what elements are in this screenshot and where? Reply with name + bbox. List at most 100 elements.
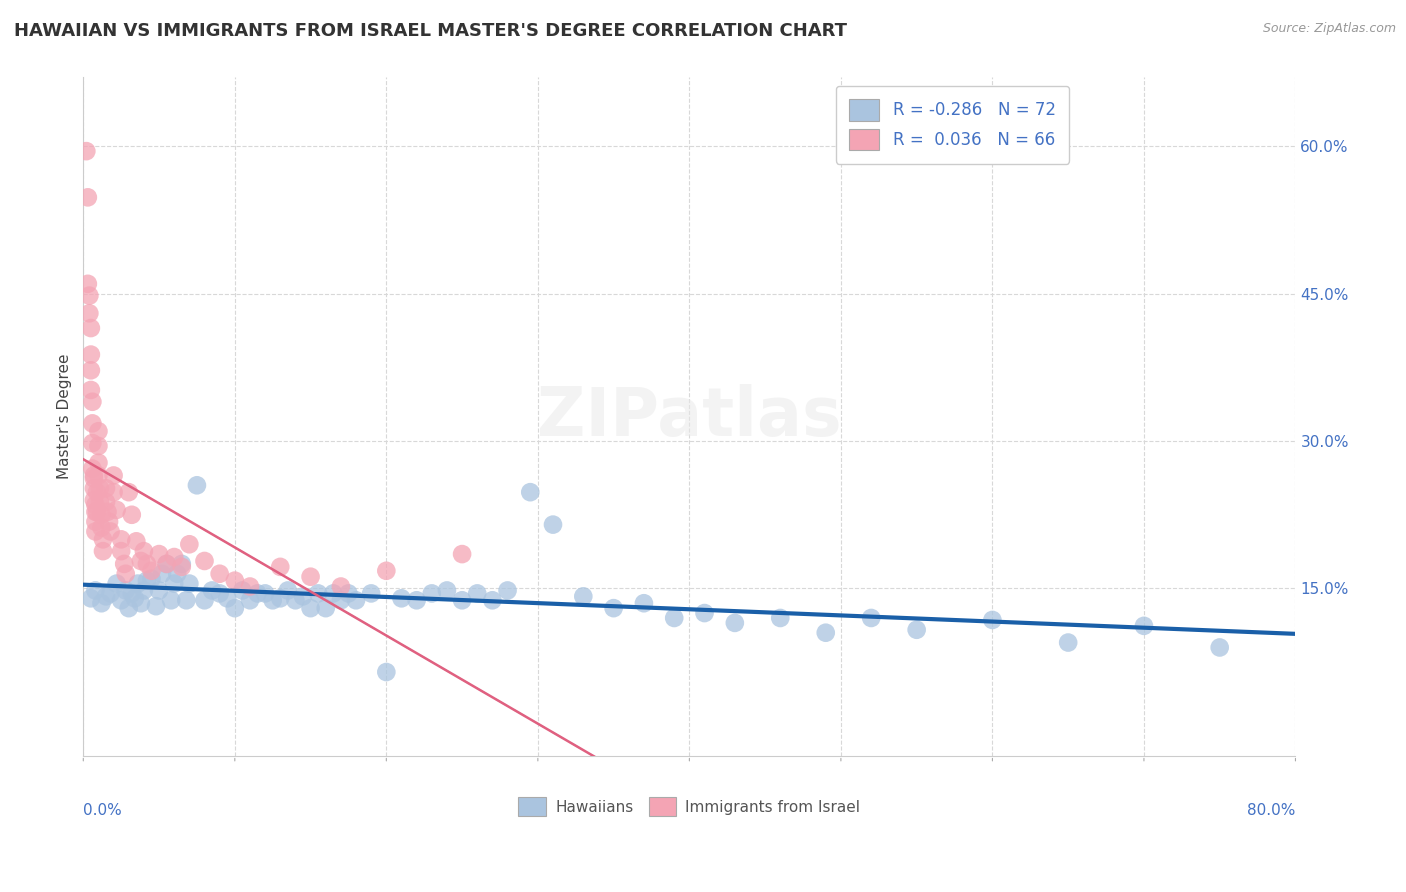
Point xyxy=(329,593,352,607)
Point xyxy=(239,580,262,594)
Point xyxy=(124,591,146,606)
Point xyxy=(118,485,141,500)
Point xyxy=(269,591,291,606)
Point xyxy=(436,583,458,598)
Point xyxy=(83,471,105,485)
Point xyxy=(90,508,112,522)
Point xyxy=(541,517,564,532)
Point xyxy=(110,533,132,547)
Point xyxy=(307,586,329,600)
Point xyxy=(83,493,105,508)
Point xyxy=(141,572,163,586)
Point xyxy=(87,468,110,483)
Point xyxy=(136,574,159,588)
Point xyxy=(83,481,105,495)
Point xyxy=(114,583,136,598)
Point xyxy=(201,583,224,598)
Point xyxy=(664,611,686,625)
Point xyxy=(224,574,246,588)
Point xyxy=(231,583,253,598)
Point xyxy=(91,533,114,547)
Point xyxy=(136,557,159,571)
Point xyxy=(90,520,112,534)
Point xyxy=(269,560,291,574)
Point xyxy=(84,524,107,539)
Point xyxy=(132,583,155,598)
Point xyxy=(344,593,367,607)
Point xyxy=(83,468,105,483)
Point xyxy=(84,498,107,512)
Point xyxy=(86,485,108,500)
Point xyxy=(633,596,655,610)
Point xyxy=(465,586,488,600)
Point xyxy=(82,417,104,431)
Point xyxy=(572,590,595,604)
Point xyxy=(329,580,352,594)
Point xyxy=(86,505,108,519)
Point xyxy=(80,321,103,335)
Y-axis label: Master's Degree: Master's Degree xyxy=(58,354,72,479)
Point xyxy=(84,583,107,598)
Point xyxy=(224,601,246,615)
Point xyxy=(87,456,110,470)
Point xyxy=(176,593,198,607)
Point xyxy=(148,583,170,598)
Point xyxy=(141,564,163,578)
Point xyxy=(127,576,149,591)
Point xyxy=(112,557,135,571)
Point xyxy=(80,348,103,362)
Point xyxy=(193,554,215,568)
Point xyxy=(82,461,104,475)
Point xyxy=(110,544,132,558)
Point xyxy=(420,586,443,600)
Point xyxy=(166,566,188,581)
Point xyxy=(76,277,98,291)
Point xyxy=(79,306,101,320)
Point xyxy=(114,566,136,581)
Point xyxy=(405,593,427,607)
Point xyxy=(118,601,141,615)
Point xyxy=(103,468,125,483)
Point xyxy=(79,288,101,302)
Point xyxy=(375,665,398,679)
Point xyxy=(496,583,519,598)
Point xyxy=(375,564,398,578)
Text: Source: ZipAtlas.com: Source: ZipAtlas.com xyxy=(1263,22,1396,36)
Point xyxy=(208,566,231,581)
Point xyxy=(724,615,747,630)
Point xyxy=(132,544,155,558)
Point xyxy=(80,591,103,606)
Point xyxy=(860,611,883,625)
Point xyxy=(156,557,179,571)
Point xyxy=(814,625,837,640)
Point xyxy=(94,590,117,604)
Point xyxy=(80,383,103,397)
Point xyxy=(322,586,344,600)
Point xyxy=(129,596,152,610)
Point xyxy=(121,586,143,600)
Point xyxy=(186,478,208,492)
Point xyxy=(105,503,128,517)
Point xyxy=(110,593,132,607)
Point xyxy=(156,557,179,571)
Point xyxy=(94,481,117,495)
Point xyxy=(82,436,104,450)
Point xyxy=(121,508,143,522)
Point xyxy=(100,586,122,600)
Point xyxy=(80,363,103,377)
Text: 0.0%: 0.0% xyxy=(83,803,122,818)
Point xyxy=(769,611,792,625)
Point xyxy=(82,394,104,409)
Point xyxy=(179,576,201,591)
Point xyxy=(193,593,215,607)
Point xyxy=(103,485,125,500)
Point xyxy=(105,576,128,591)
Point xyxy=(981,613,1004,627)
Point xyxy=(451,547,474,561)
Point xyxy=(1208,640,1230,655)
Point xyxy=(87,439,110,453)
Point xyxy=(299,570,322,584)
Point xyxy=(481,593,503,607)
Point xyxy=(299,601,322,615)
Point xyxy=(84,505,107,519)
